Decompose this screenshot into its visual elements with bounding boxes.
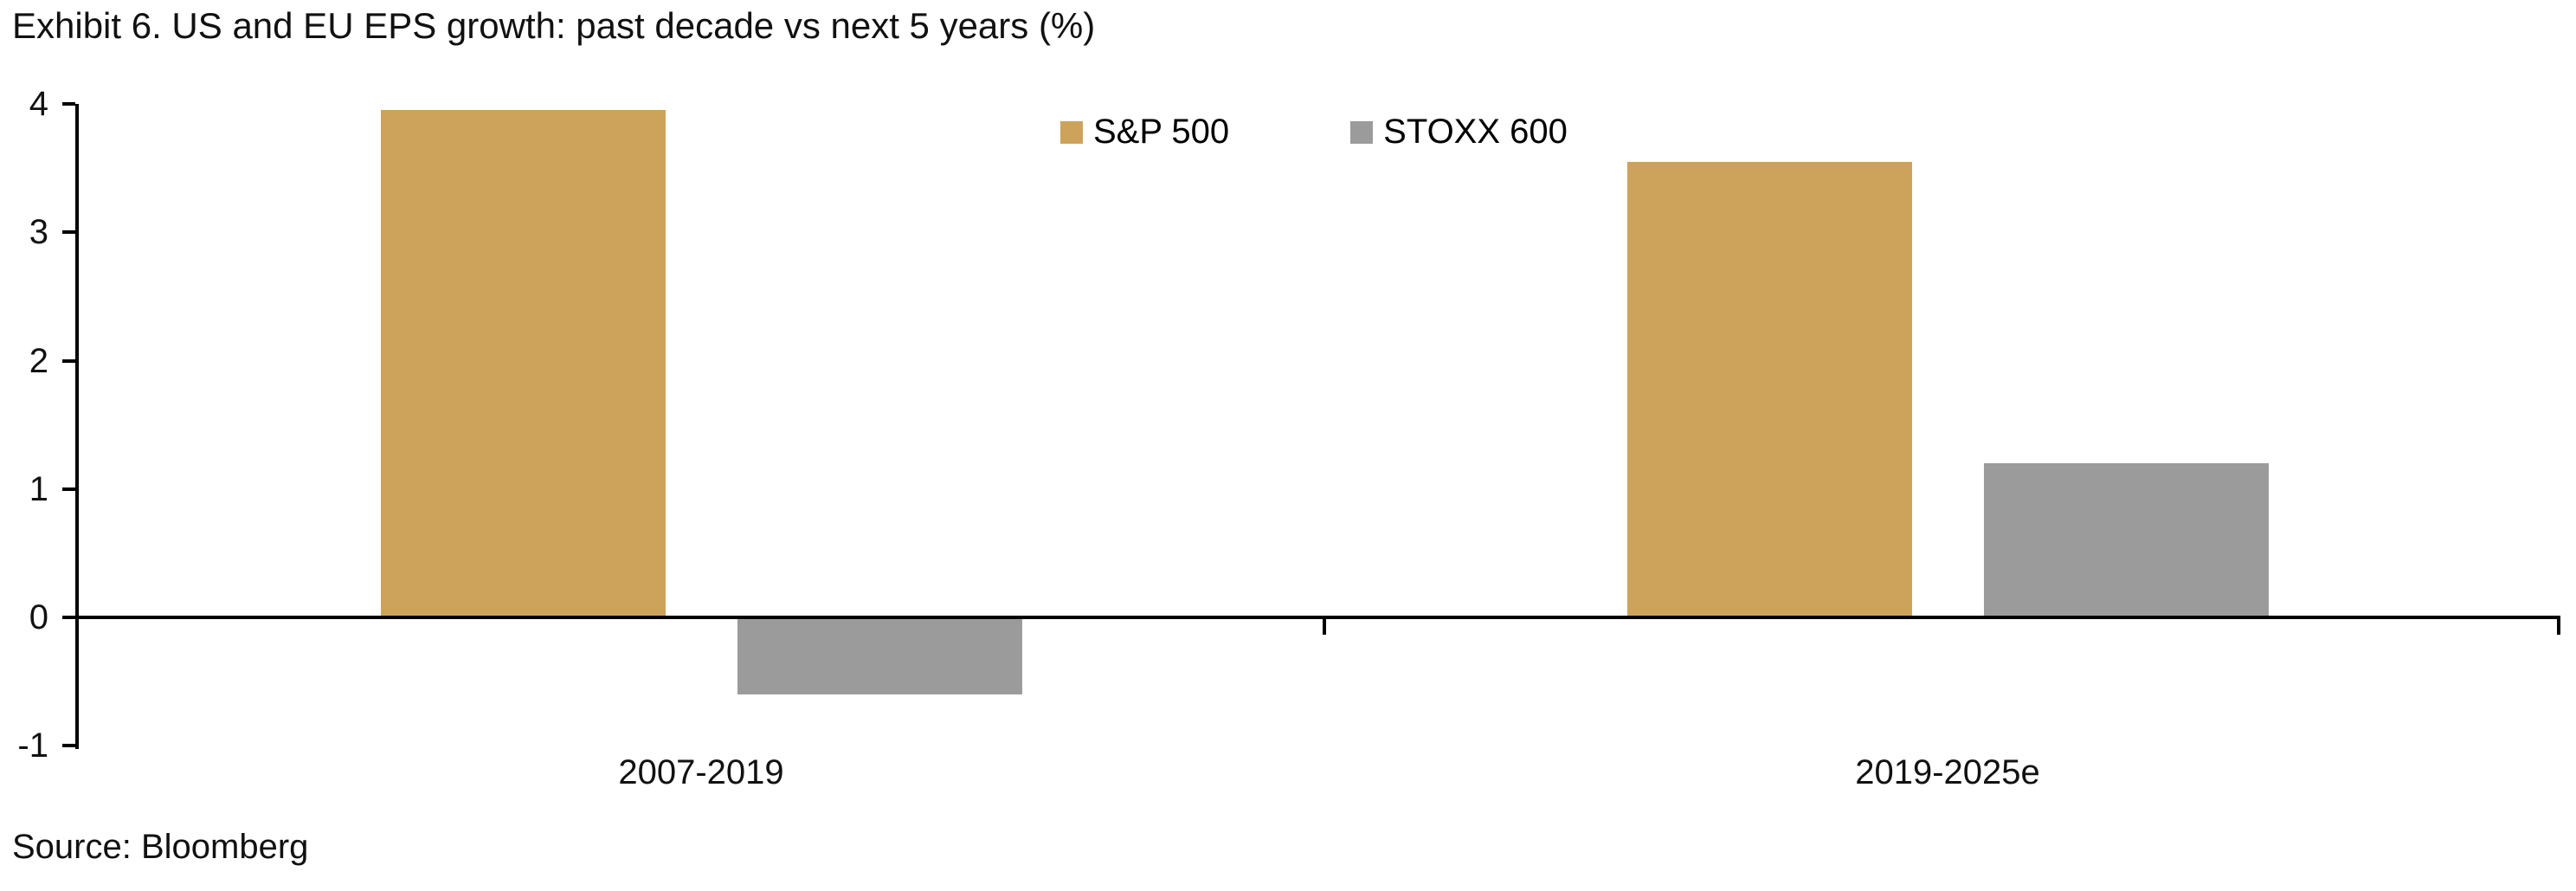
x-category-label-2007-2019: 2007-2019 <box>618 753 784 791</box>
y-tick--1 <box>62 744 75 748</box>
x-axis-line <box>75 616 2560 619</box>
axis-end-tick <box>2557 619 2560 635</box>
legend-label-stoxx600: STOXX 600 <box>1383 113 1568 151</box>
legend-item-sp500: S&P 500 <box>1060 113 1229 152</box>
y-tick-0 <box>62 616 75 619</box>
legend-swatch-stoxx600 <box>1350 120 1374 144</box>
bar-s-p-500-2019-2025e <box>1626 161 1912 617</box>
bar-s-p-500-2007-2019 <box>380 110 666 617</box>
y-tick-2 <box>62 358 75 363</box>
y-tick-label-3: 3 <box>29 213 48 252</box>
x-category-label-2019-2025e: 2019-2025e <box>1855 753 2040 791</box>
y-tick-label-4: 4 <box>29 85 48 123</box>
source-note: Source: Bloomberg <box>12 828 309 866</box>
y-tick-1 <box>62 487 75 491</box>
y-tick-4 <box>62 102 75 106</box>
y-tick-3 <box>62 230 75 235</box>
legend-swatch-sp500 <box>1060 120 1083 144</box>
bar-stoxx-600-2007-2019 <box>737 617 1022 694</box>
category-divider-tick <box>1323 619 1326 635</box>
legend-item-stoxx600: STOXX 600 <box>1350 113 1568 152</box>
legend-label-sp500: S&P 500 <box>1093 113 1230 151</box>
chart-title: Exhibit 6. US and EU EPS growth: past de… <box>12 5 1096 46</box>
y-tick-label-0: 0 <box>29 598 48 636</box>
legend: S&P 500 STOXX 600 <box>1060 113 1568 152</box>
y-tick-label-1: 1 <box>29 469 48 508</box>
y-tick-label--1: -1 <box>17 726 48 765</box>
bar-stoxx-600-2019-2025e <box>1983 463 2269 617</box>
y-tick-label-2: 2 <box>29 341 48 380</box>
y-axis-line <box>75 104 79 749</box>
